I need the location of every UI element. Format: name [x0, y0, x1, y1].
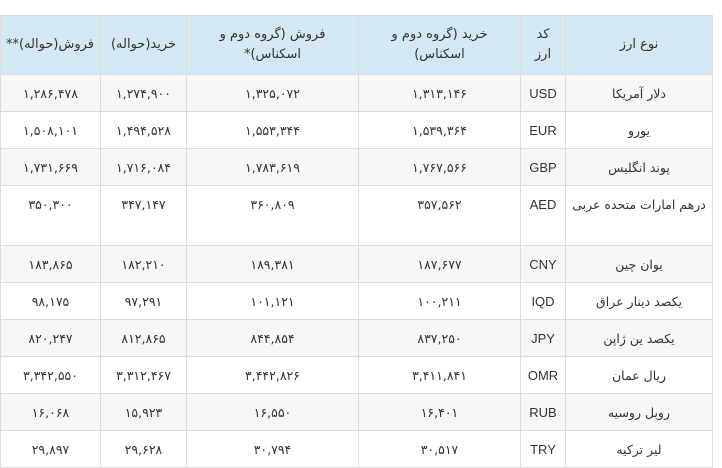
- cell-buy-cash: ۸۳۷,۲۵۰: [358, 319, 521, 357]
- header-buy-transfer: خرید(حواله): [100, 15, 187, 75]
- table-row: ریال عمان OMR ۳,۴۱۱,۸۴۱ ۳,۴۴۲,۸۲۶ ۳,۳۱۲,۴۶۷ ۳…: [0, 356, 713, 394]
- cell-currency-name: یکصد ین ژاپن: [565, 319, 713, 357]
- cell-currency-name: ریال عمان: [565, 356, 713, 394]
- cell-sell-cash: ۳۰,۷۹۴: [186, 430, 359, 468]
- cell-sell-transfer: ۱,۷۳۱,۶۶۹: [0, 148, 101, 186]
- cell-buy-transfer: ۱,۲۷۴,۹۰۰: [100, 74, 187, 112]
- header-sell-cash: فروش (گروه دوم و اسکناس)*: [186, 15, 359, 75]
- cell-currency-code: EUR: [520, 111, 566, 149]
- cell-buy-cash: ۳۵۷,۵۶۲: [358, 185, 521, 246]
- cell-buy-transfer: ۹۷,۲۹۱: [100, 282, 187, 320]
- cell-sell-transfer: ۳۵۰,۳۰۰: [0, 185, 101, 246]
- cell-currency-code: GBP: [520, 148, 566, 186]
- cell-buy-cash: ۱,۳۱۳,۱۴۶: [358, 74, 521, 112]
- header-sell-transfer: فروش(حواله)**: [0, 15, 101, 75]
- cell-sell-cash: ۳,۴۴۲,۸۲۶: [186, 356, 359, 394]
- cell-sell-cash: ۱۰۱,۱۲۱: [186, 282, 359, 320]
- table-row: یکصد دینار عراق IQD ۱۰۰,۲۱۱ ۱۰۱,۱۲۱ ۹۷,۲۹۱ ۹۸…: [0, 282, 713, 320]
- cell-sell-cash: ۳۶۰,۸۰۹: [186, 185, 359, 246]
- cell-currency-code: USD: [520, 74, 566, 112]
- cell-buy-transfer: ۳,۳۱۲,۴۶۷: [100, 356, 187, 394]
- cell-sell-cash: ۱۸۹,۳۸۱: [186, 245, 359, 283]
- table-row: لیر ترکیه TRY ۳۰,۵۱۷ ۳۰,۷۹۴ ۲۹,۶۲۸ ۲۹,۸۹۷: [0, 430, 713, 468]
- cell-currency-name: پوند انگلیس: [565, 148, 713, 186]
- cell-buy-transfer: ۱۵,۹۲۳: [100, 393, 187, 431]
- cell-buy-transfer: ۱۸۲,۲۱۰: [100, 245, 187, 283]
- cell-sell-transfer: ۹۸,۱۷۵: [0, 282, 101, 320]
- cell-buy-cash: ۳,۴۱۱,۸۴۱: [358, 356, 521, 394]
- header-buy-cash: خرید (گروه دوم و اسکناس): [358, 15, 521, 75]
- table-row: یکصد ین ژاپن JPY ۸۳۷,۲۵۰ ۸۴۴,۸۵۴ ۸۱۲,۸۶۵ ۸۲۰,…: [0, 319, 713, 357]
- cell-currency-code: JPY: [520, 319, 566, 357]
- cell-currency-code: IQD: [520, 282, 566, 320]
- cell-currency-code: TRY: [520, 430, 566, 468]
- table-row: پوند انگلیس GBP ۱,۷۶۷,۵۶۶ ۱,۷۸۳,۶۱۹ ۱,۷۱۶,۰۸…: [0, 148, 713, 186]
- cell-sell-transfer: ۱,۲۸۶,۴۷۸: [0, 74, 101, 112]
- cell-sell-cash: ۱,۵۵۳,۳۴۴: [186, 111, 359, 149]
- cell-sell-cash: ۱۶,۵۵۰: [186, 393, 359, 431]
- cell-buy-transfer: ۱,۷۱۶,۰۸۴: [100, 148, 187, 186]
- cell-buy-cash: ۱۸۷,۶۷۷: [358, 245, 521, 283]
- table-row: یورو EUR ۱,۵۳۹,۳۶۴ ۱,۵۵۳,۳۴۴ ۱,۴۹۴,۵۲۸ ۱,۵۰۸,…: [0, 111, 713, 149]
- cell-currency-name: درهم امارات متحده عربی: [565, 185, 713, 246]
- exchange-rate-table-container: نوع ارز کد ارز خرید (گروه دوم و اسکناس) …: [0, 15, 713, 468]
- cell-sell-cash: ۱,۳۲۵,۰۷۲: [186, 74, 359, 112]
- cell-currency-name: دلار آمریکا: [565, 74, 713, 112]
- cell-currency-name: یوان چین: [565, 245, 713, 283]
- cell-sell-transfer: ۱۶,۰۶۸: [0, 393, 101, 431]
- cell-buy-cash: ۳۰,۵۱۷: [358, 430, 521, 468]
- cell-sell-cash: ۸۴۴,۸۵۴: [186, 319, 359, 357]
- table-header-row: نوع ارز کد ارز خرید (گروه دوم و اسکناس) …: [0, 15, 713, 75]
- table-row: روبل روسیه RUB ۱۶,۴۰۱ ۱۶,۵۵۰ ۱۵,۹۲۳ ۱۶,۰۶۸: [0, 393, 713, 431]
- cell-currency-code: CNY: [520, 245, 566, 283]
- cell-buy-transfer: ۲۹,۶۲۸: [100, 430, 187, 468]
- cell-currency-code: AED: [520, 185, 566, 246]
- cell-currency-name: یورو: [565, 111, 713, 149]
- cell-buy-cash: ۱۶,۴۰۱: [358, 393, 521, 431]
- table-row: یوان چین CNY ۱۸۷,۶۷۷ ۱۸۹,۳۸۱ ۱۸۲,۲۱۰ ۱۸۳,۸۶۵: [0, 245, 713, 283]
- cell-sell-transfer: ۳,۳۴۲,۵۵۰: [0, 356, 101, 394]
- cell-currency-code: OMR: [520, 356, 566, 394]
- cell-buy-cash: ۱۰۰,۲۱۱: [358, 282, 521, 320]
- cell-buy-cash: ۱,۵۳۹,۳۶۴: [358, 111, 521, 149]
- cell-sell-transfer: ۲۹,۸۹۷: [0, 430, 101, 468]
- cell-currency-name: روبل روسیه: [565, 393, 713, 431]
- cell-sell-cash: ۱,۷۸۳,۶۱۹: [186, 148, 359, 186]
- cell-sell-transfer: ۱۸۳,۸۶۵: [0, 245, 101, 283]
- cell-currency-name: یکصد دینار عراق: [565, 282, 713, 320]
- cell-buy-cash: ۱,۷۶۷,۵۶۶: [358, 148, 521, 186]
- cell-buy-transfer: ۱,۴۹۴,۵۲۸: [100, 111, 187, 149]
- cell-sell-transfer: ۸۲۰,۲۴۷: [0, 319, 101, 357]
- exchange-rate-table: نوع ارز کد ارز خرید (گروه دوم و اسکناس) …: [0, 15, 713, 468]
- table-row: دلار آمریکا USD ۱,۳۱۳,۱۴۶ ۱,۳۲۵,۰۷۲ ۱,۲۷۴,۹۰…: [0, 74, 713, 112]
- header-currency-name: نوع ارز: [565, 15, 713, 75]
- table-row: درهم امارات متحده عربی AED ۳۵۷,۵۶۲ ۳۶۰,۸۰۹ ۳…: [0, 185, 713, 246]
- cell-currency-name: لیر ترکیه: [565, 430, 713, 468]
- header-currency-code: کد ارز: [520, 15, 566, 75]
- cell-currency-code: RUB: [520, 393, 566, 431]
- cell-sell-transfer: ۱,۵۰۸,۱۰۱: [0, 111, 101, 149]
- cell-buy-transfer: ۸۱۲,۸۶۵: [100, 319, 187, 357]
- cell-buy-transfer: ۳۴۷,۱۴۷: [100, 185, 187, 246]
